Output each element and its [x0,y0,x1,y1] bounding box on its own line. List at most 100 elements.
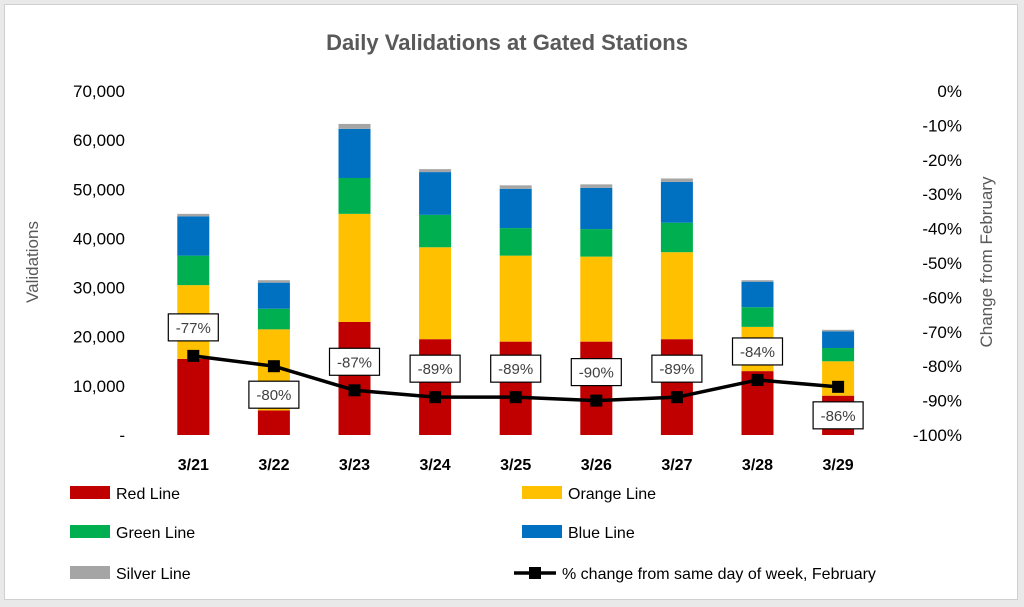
y2-tick-label: -90% [922,392,962,411]
bar-segment-blue-line [822,331,855,349]
y-tick-label: 50,000 [73,180,125,199]
y-tick-label: 70,000 [73,82,125,101]
legend-label: Blue Line [568,525,635,542]
bar-segment-red-line [257,410,290,435]
bar-segment-orange-line [660,252,693,340]
trend-data-label: -89% [659,361,694,378]
x-tick-label: 3/28 [742,457,773,474]
trend-data-label-box [651,354,703,383]
y-axis-label: Validations [23,221,42,303]
trend-line-group: -77% -80% -87% -89% -89% -90% -89% -84% -86% [167,313,864,430]
legend-label: % change from same day of week, February [562,566,876,583]
trend-data-label: -89% [498,361,533,378]
trend-data-label-box [328,347,381,376]
x-tick-label: 3/27 [661,457,692,474]
bar-segment-blue-line [177,216,210,256]
y-tick-label: 10,000 [73,377,125,396]
bar-segment-blue-line [419,172,452,215]
bar-segment-blue-line [257,282,290,309]
bar-segment-red-line [660,339,693,435]
legend-swatch-red-line [70,486,110,499]
x-tick-label: 3/29 [823,457,854,474]
legend-swatch-blue-line [522,525,562,538]
bar-segment-orange-line [499,255,532,342]
bar-segment-green-line [822,348,855,362]
bar-segment-green-line [660,222,693,253]
bar-segment-red-line [177,358,210,435]
trend-marker [267,360,280,373]
y2-tick-label: -70% [922,323,962,342]
y-tick-label: 30,000 [73,279,125,298]
bar-segment-red-line [419,339,452,435]
trend-data-label-box [167,313,219,342]
legend-label: Silver Line [116,566,191,583]
y2-tick-label: -10% [922,116,962,135]
y-tick-label: - [119,426,125,445]
trend-data-label-box [731,337,784,366]
trend-marker [832,380,845,393]
bar-segment-blue-line [499,188,532,229]
bar-segment-green-line [338,177,371,214]
bar-segment-silver-line [580,184,613,188]
legend-line-marker [529,567,541,579]
trend-data-label: -90% [579,365,614,382]
legend-label: Red Line [116,486,180,503]
bar-segment-red-line [338,321,371,435]
trend-data-label: -87% [337,354,372,371]
bar-segment-green-line [741,307,774,327]
y-tick-label: 40,000 [73,229,125,248]
y2-tick-label: -40% [922,220,962,239]
bar-segment-orange-line [580,256,613,342]
y2-tick-label: -30% [922,185,962,204]
bar-segment-silver-line [822,329,855,332]
chart-title: Daily Validations at Gated Stations [326,30,688,55]
y2-axis-ticks: -100% -90% -80% -70% -60% -50% -40% -30% -20% -10… [913,82,962,445]
trend-marker [509,391,522,404]
legend-swatch-orange-line [522,486,562,499]
trend-marker [751,373,764,386]
trend-data-label-box [490,354,542,383]
trend-data-label: -77% [176,320,211,337]
bar-segment-green-line [580,229,613,257]
legend-label: Green Line [116,525,195,542]
trend-data-label-box [570,358,622,387]
trend-data-label-box [812,401,864,430]
bar-segment-orange-line [338,213,371,322]
trend-marker [348,384,361,397]
y2-axis-label: Change from February [977,176,996,348]
bar-segment-silver-line [257,280,290,283]
bar-segment-blue-line [580,187,613,230]
x-tick-label: 3/26 [581,457,612,474]
y-tick-label: 60,000 [73,131,125,150]
trend-data-label-box [409,354,461,383]
bar-segment-blue-line [338,128,371,178]
legend: Red Line Orange Line Green Line Blue Line Si… [70,486,876,583]
bar-segment-green-line [499,228,532,256]
x-tick-label: 3/23 [339,457,370,474]
bar-segment-green-line [257,308,290,330]
bar-segment-orange-line [419,247,452,340]
trend-data-label: -84% [740,344,775,361]
bar-segment-blue-line [660,181,693,223]
trend-data-label: -86% [821,408,856,425]
legend-swatch-green-line [70,525,110,538]
y2-tick-label: -50% [922,254,962,273]
trend-marker [670,391,683,404]
bar-segment-silver-line [338,123,371,129]
bar-segment-silver-line [741,280,774,282]
bar-segment-blue-line [741,281,774,308]
x-axis-ticks: 3/21 3/22 3/23 3/24 3/25 3/26 3/27 3/28 3/29 [178,457,854,474]
trend-marker [429,391,442,404]
y2-tick-label: 0% [937,82,962,101]
bar-segment-silver-line [499,185,532,189]
x-tick-label: 3/21 [178,457,209,474]
x-tick-label: 3/22 [258,457,289,474]
y2-tick-label: -80% [922,357,962,376]
y2-tick-label: -20% [922,151,962,170]
trend-data-label: -89% [418,361,453,378]
trend-marker [187,349,200,362]
x-tick-label: 3/25 [500,457,531,474]
bar-segment-silver-line [419,169,452,173]
bar-segment-red-line [580,341,613,435]
